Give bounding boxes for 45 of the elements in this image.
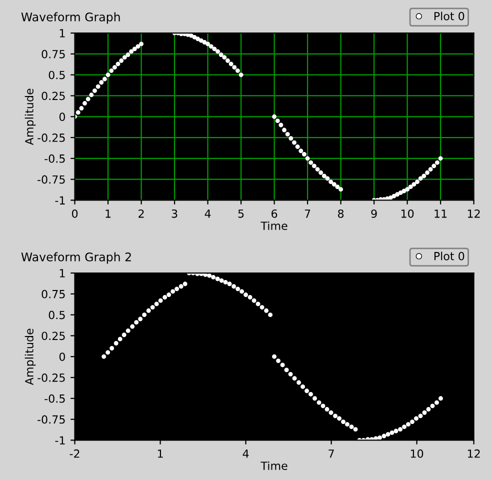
x-tick-label: -2	[70, 449, 80, 458]
y-tick-label: -0.5	[44, 154, 65, 163]
x-tick-label: 12	[468, 209, 480, 218]
x-axis-title: Time	[260, 461, 288, 470]
y-tick-label: 0	[59, 352, 66, 361]
x-tick-label: 10	[401, 209, 414, 218]
x-axis-title: Time	[260, 221, 288, 230]
legend-label: Plot 0	[434, 12, 464, 20]
legend-label: Plot 0	[434, 252, 464, 260]
chart-title: Waveform Graph 2	[21, 252, 131, 264]
y-tick-label: 0.5	[48, 310, 65, 320]
y-tick-label: -0.25	[38, 134, 65, 142]
x-tick-label: 9	[371, 209, 377, 218]
x-tick-label: 3	[172, 209, 178, 218]
y-axis-title: Amplitude	[24, 88, 36, 146]
y-tick-label: 0.25	[42, 92, 65, 100]
y-tick-label: 0.75	[42, 50, 65, 58]
y-tick-label: 0.25	[42, 332, 65, 340]
y-tick-label: -0.5	[44, 394, 65, 403]
x-tick-label: 11	[434, 210, 447, 218]
x-tick-label: 2	[138, 209, 144, 218]
x-tick-label: 10	[410, 449, 424, 458]
x-tick-label: 7	[304, 210, 310, 218]
y-tick-label: 1	[60, 269, 65, 278]
y-tick-label: -0.25	[38, 373, 65, 382]
x-tick-label: 4	[204, 210, 211, 218]
y-tick-label: -0.75	[38, 175, 65, 184]
chart-title: Waveform Graph	[21, 12, 120, 24]
y-tick-label: 1	[60, 29, 65, 38]
y-tick-label: 0.5	[48, 70, 65, 80]
y-axis-title: Amplitude	[24, 328, 36, 385]
y-tick-label: -1	[55, 436, 65, 444]
y-tick-label: 0.75	[42, 290, 65, 298]
y-tick-label: -1	[55, 196, 65, 204]
x-tick-label: 8	[338, 209, 344, 218]
y-tick-label: -0.75	[38, 415, 65, 424]
x-tick-label: 4	[242, 450, 249, 458]
x-tick-label: 12	[468, 449, 480, 458]
x-tick-label: 0	[72, 209, 78, 218]
x-tick-label: 5	[238, 210, 244, 218]
x-tick-label: 6	[272, 209, 278, 218]
x-tick-label: 1	[106, 210, 111, 218]
x-tick-label: 1	[158, 450, 163, 458]
x-tick-label: 7	[328, 450, 334, 458]
y-tick-label: 0	[59, 112, 66, 122]
